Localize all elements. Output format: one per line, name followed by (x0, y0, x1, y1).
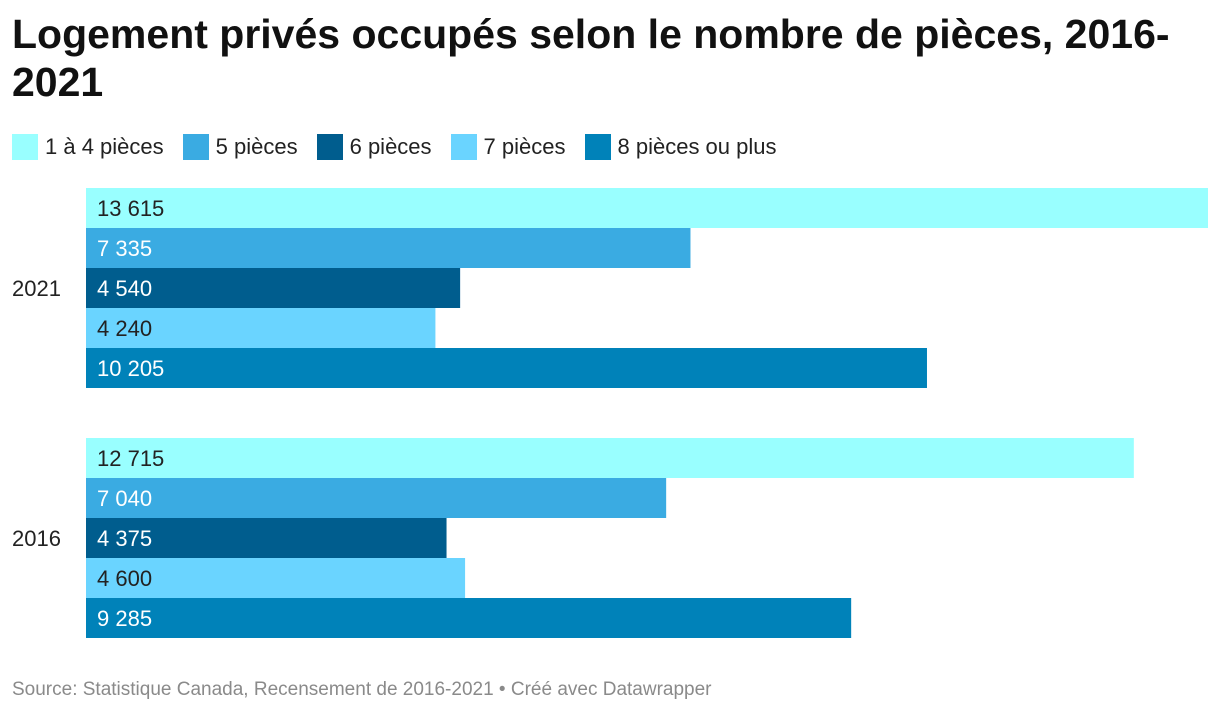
bar-value-label: 4 600 (97, 566, 152, 591)
legend-swatch (584, 134, 611, 160)
bar-value-label: 13 615 (97, 196, 164, 221)
legend-label: 7 pièces (483, 134, 566, 159)
bar (86, 518, 447, 558)
legend-item: 6 pièces (316, 134, 432, 160)
bar (86, 558, 466, 598)
bar (86, 308, 436, 348)
bar-value-label: 7 040 (97, 486, 152, 511)
legend-swatch (450, 134, 477, 160)
group-label: 2021 (12, 276, 61, 301)
bar (86, 598, 852, 638)
bar (86, 188, 1208, 228)
legend-item: 7 pièces (450, 134, 566, 160)
bar (86, 348, 927, 388)
legend-label: 6 pièces (349, 134, 432, 159)
legend-swatch (316, 134, 343, 160)
bar-value-label: 4 375 (97, 526, 152, 551)
chart-title: Logement privés occupés selon le nombre … (12, 11, 1170, 105)
legend-item: 5 pièces (182, 134, 298, 160)
legend-label: 8 pièces ou plus (617, 134, 777, 159)
legend-item: 8 pièces ou plus (584, 134, 777, 160)
bar-value-label: 4 540 (97, 276, 152, 301)
bar-value-label: 4 240 (97, 316, 152, 341)
legend-swatch (182, 134, 209, 160)
legend-label: 5 pièces (215, 134, 298, 159)
group-label: 2016 (12, 526, 61, 551)
bar (86, 438, 1134, 478)
legend-swatch (12, 134, 38, 160)
legend: 1 à 4 pièces 5 pièces 6 pièces 7 pièces 8 pi… (12, 131, 796, 163)
bar-value-label: 7 335 (97, 236, 152, 261)
bar-value-label: 9 285 (97, 606, 152, 631)
legend-item: 1 à 4 pièces (12, 134, 164, 160)
legend-label: 1 à 4 pièces (45, 134, 164, 159)
bar (86, 268, 461, 308)
bar (86, 228, 691, 268)
bar-value-label: 10 205 (97, 356, 164, 381)
source-note: Source: Statistique Canada, Recensement … (12, 679, 712, 700)
bar (86, 478, 667, 518)
bar-value-label: 12 715 (97, 446, 164, 471)
